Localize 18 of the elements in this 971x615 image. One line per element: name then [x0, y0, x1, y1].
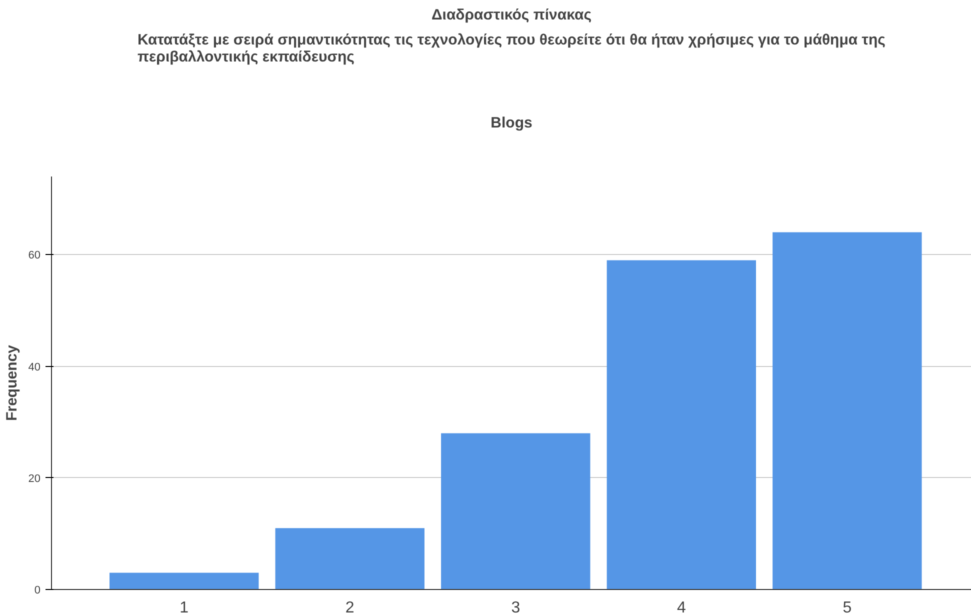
- bar: [110, 572, 259, 590]
- x-tick-label: 4: [676, 600, 686, 615]
- y-tick-label: 40: [28, 361, 41, 374]
- chart-title: Blogs: [490, 114, 532, 132]
- text: Διαδραστικός πίνακας: [432, 6, 592, 24]
- x-tick-label: 5: [842, 600, 852, 615]
- bar: [606, 260, 756, 590]
- x-tick-label: 3: [511, 600, 520, 615]
- y-axis-title: Frequency: [3, 344, 20, 421]
- bar: [441, 433, 590, 590]
- bar: [275, 528, 424, 590]
- bar: [772, 232, 922, 590]
- chart-subtitle: Κατατάξτε με σειρά σημαντικότητας τις τεχνολογίες που θεωρείτε ότι θα ήταν χρήσιμες για το μάθημα της περιβαλλοντικής εκπαίδευσης: [138, 32, 886, 66]
- x-tick-label: 2: [345, 600, 354, 615]
- y-tick-label: 60: [28, 250, 41, 262]
- y-tick-label: 0: [34, 584, 41, 596]
- x-tick-label: 1: [180, 600, 189, 615]
- y-tick-label: 20: [28, 472, 41, 485]
